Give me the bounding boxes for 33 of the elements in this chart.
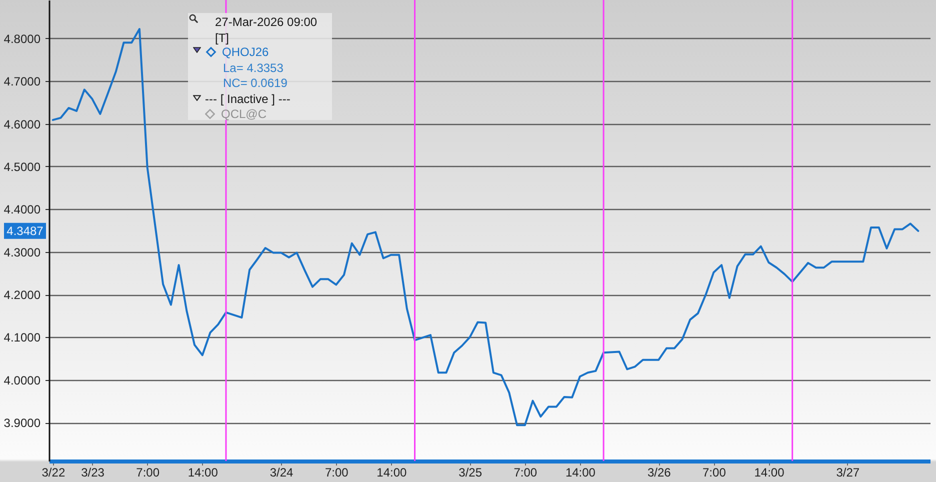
text: 4.3487 xyxy=(6,224,44,238)
y-tick-label: 4.0000 xyxy=(4,373,41,388)
annotation: QCL@C xyxy=(221,107,267,121)
x-tick-label: 14:00 xyxy=(188,466,218,480)
y-tick-label: 4.4000 xyxy=(4,202,41,217)
annotation: 27-Mar-2026 09:00 xyxy=(215,15,318,29)
y-tick-label: 4.1000 xyxy=(4,330,41,345)
annotation: La= 4.3353 xyxy=(223,61,284,75)
x-tick-label: 14:00 xyxy=(376,466,408,480)
x-tick-label: 7:00 xyxy=(702,466,726,480)
line-series xyxy=(52,28,920,426)
y-tick-label: 4.5000 xyxy=(4,160,41,174)
legend-label: QHOJ26 xyxy=(222,45,270,59)
x-tick-label: 3/25 xyxy=(458,466,482,480)
x-tick-label: 7:00 xyxy=(514,466,538,480)
annotation: --- [ Inactive ] --- xyxy=(205,92,290,106)
x-tick-label: 7:00 xyxy=(324,466,349,480)
x-tick-label: 3/27 xyxy=(836,466,860,480)
x-tick-label: 3/26 xyxy=(647,466,672,480)
x-tick-label: 7:00 xyxy=(136,466,160,480)
x-tick-label: 14:00 xyxy=(754,466,785,480)
y-tick-label: 4.2000 xyxy=(4,288,41,302)
x-tick-label: 3/24 xyxy=(270,466,294,480)
x-tick-label: 14:00 xyxy=(565,466,596,480)
y-tick-label: 4.3000 xyxy=(4,245,41,260)
y-tick-label: 3.9000 xyxy=(4,416,41,430)
annotation: [T] xyxy=(215,31,229,45)
annotation: NC= 0.0619 xyxy=(223,76,288,90)
x-tick-label: 3/23 xyxy=(81,466,105,480)
y-tick-label: 4.6000 xyxy=(4,117,41,132)
y-tick-label: 4.7000 xyxy=(4,74,41,89)
x-tick-label: 3/22 xyxy=(42,466,66,480)
y-tick-label: 4.8000 xyxy=(4,32,41,46)
